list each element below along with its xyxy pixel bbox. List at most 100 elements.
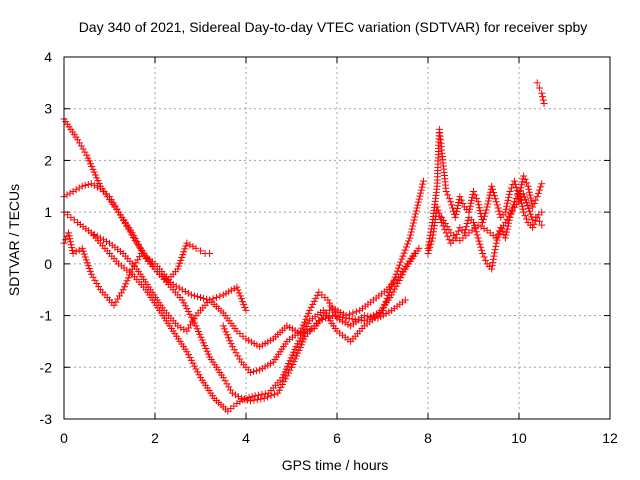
data-point bbox=[418, 183, 426, 191]
data-point bbox=[78, 182, 86, 190]
data-point bbox=[84, 262, 92, 270]
data-point bbox=[236, 398, 244, 406]
data-point bbox=[93, 280, 101, 288]
data-point bbox=[180, 248, 188, 256]
chart-title: Day 340 of 2021, Sidereal Day-to-day VTE… bbox=[79, 19, 588, 35]
series-track-h bbox=[424, 187, 546, 273]
data-point bbox=[180, 299, 188, 307]
data-point bbox=[297, 327, 305, 335]
data-point bbox=[117, 289, 125, 297]
y-tick-label: 0 bbox=[44, 256, 52, 272]
data-point bbox=[507, 184, 515, 192]
data-point bbox=[303, 327, 311, 335]
data-point bbox=[466, 205, 474, 213]
data-point bbox=[122, 280, 130, 288]
data-point bbox=[192, 244, 200, 252]
data-point bbox=[327, 302, 335, 310]
data-point bbox=[83, 259, 91, 267]
data-point bbox=[364, 312, 372, 320]
data-point bbox=[221, 325, 229, 333]
data-point bbox=[409, 219, 417, 227]
data-point bbox=[75, 139, 83, 147]
data-point bbox=[427, 240, 435, 248]
data-point bbox=[416, 192, 424, 200]
data-point bbox=[251, 392, 259, 400]
data-point bbox=[286, 366, 294, 374]
data-point bbox=[412, 210, 420, 218]
data-point bbox=[90, 181, 98, 189]
data-point bbox=[81, 181, 89, 189]
data-point bbox=[258, 390, 266, 398]
data-point bbox=[477, 243, 485, 251]
data-point bbox=[428, 237, 436, 245]
data-point bbox=[75, 184, 83, 192]
data-point bbox=[270, 390, 278, 398]
data-point bbox=[239, 396, 247, 404]
data-point bbox=[228, 343, 236, 351]
data-point bbox=[518, 199, 526, 207]
data-point bbox=[221, 377, 229, 385]
data-point bbox=[527, 210, 535, 218]
data-point bbox=[183, 327, 191, 335]
data-point bbox=[491, 246, 499, 254]
data-point bbox=[106, 193, 113, 201]
data-point bbox=[275, 386, 283, 394]
series-track-g bbox=[424, 125, 546, 252]
data-point bbox=[223, 331, 231, 339]
data-point bbox=[178, 286, 186, 294]
data-point bbox=[415, 195, 423, 203]
data-point bbox=[303, 322, 311, 330]
data-point bbox=[93, 183, 101, 191]
data-point bbox=[411, 213, 419, 221]
data-point bbox=[197, 293, 204, 301]
data-point bbox=[113, 205, 121, 213]
data-point bbox=[80, 250, 88, 258]
data-point bbox=[250, 368, 258, 376]
data-point bbox=[283, 372, 291, 380]
data-point bbox=[426, 243, 434, 251]
data-point bbox=[120, 283, 128, 291]
data-point bbox=[419, 177, 427, 185]
data-point bbox=[277, 383, 285, 391]
data-point bbox=[448, 201, 456, 209]
data-point bbox=[424, 250, 432, 258]
data-point bbox=[189, 243, 197, 251]
data-point bbox=[294, 340, 302, 348]
data-point bbox=[503, 215, 511, 223]
data-point bbox=[307, 303, 315, 311]
data-point bbox=[521, 212, 529, 220]
data-point bbox=[391, 285, 399, 293]
data-point bbox=[183, 305, 191, 313]
data-point bbox=[219, 374, 227, 382]
data-point bbox=[236, 355, 244, 363]
data-point bbox=[475, 237, 483, 245]
data-point bbox=[250, 396, 258, 404]
data-point bbox=[303, 312, 311, 320]
data-point bbox=[360, 312, 368, 320]
data-point bbox=[475, 204, 483, 212]
data-point bbox=[505, 212, 513, 220]
y-tick-label: 4 bbox=[44, 49, 52, 65]
data-point bbox=[533, 193, 541, 201]
data-point bbox=[504, 196, 512, 204]
data-point bbox=[367, 313, 375, 321]
data-point bbox=[461, 226, 469, 234]
data-point bbox=[299, 321, 307, 329]
data-point bbox=[342, 312, 350, 320]
data-point bbox=[518, 202, 526, 210]
data-point bbox=[417, 189, 425, 197]
data-point bbox=[517, 184, 525, 192]
data-point bbox=[227, 386, 235, 394]
data-point bbox=[488, 265, 496, 273]
data-point bbox=[253, 367, 261, 375]
data-point bbox=[488, 262, 496, 270]
data-point bbox=[501, 234, 509, 242]
data-point bbox=[309, 300, 317, 308]
data-point bbox=[520, 172, 528, 180]
y-tick-label: 3 bbox=[44, 101, 52, 117]
data-point bbox=[292, 343, 300, 351]
data-point bbox=[81, 253, 89, 261]
data-point bbox=[306, 306, 314, 314]
data-point bbox=[203, 295, 211, 303]
data-point bbox=[401, 246, 409, 254]
